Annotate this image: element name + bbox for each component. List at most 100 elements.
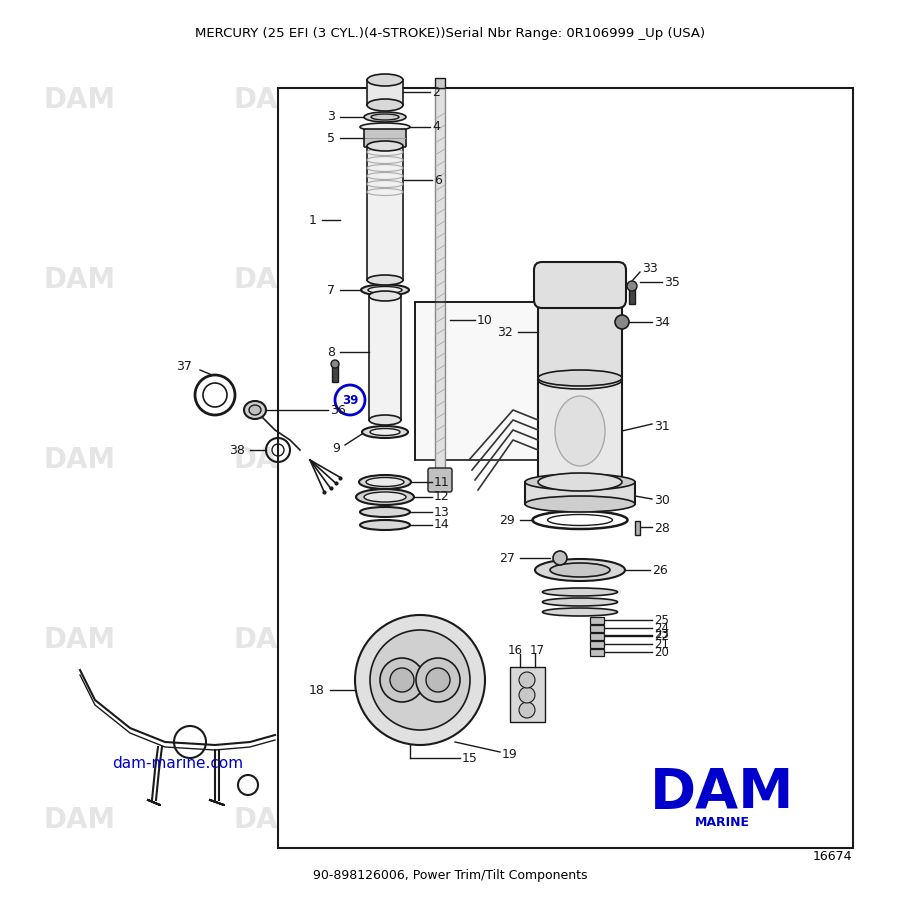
Text: 35: 35: [664, 275, 680, 289]
Bar: [590, 633, 604, 640]
Circle shape: [519, 687, 535, 703]
Text: DAM: DAM: [664, 266, 736, 294]
Ellipse shape: [364, 492, 406, 502]
Circle shape: [331, 360, 339, 368]
Text: 24: 24: [654, 622, 669, 634]
Text: DAM: DAM: [664, 626, 736, 654]
Ellipse shape: [367, 275, 403, 285]
Text: 1: 1: [309, 213, 317, 227]
Text: 26: 26: [652, 563, 668, 577]
Text: 5: 5: [327, 131, 335, 145]
FancyBboxPatch shape: [364, 129, 406, 147]
Text: 20: 20: [654, 645, 669, 659]
Circle shape: [335, 385, 365, 415]
Bar: [590, 625, 604, 632]
Text: DAM: DAM: [444, 86, 516, 114]
Text: DAM: DAM: [234, 446, 306, 474]
Text: DAM: DAM: [650, 766, 794, 820]
Circle shape: [519, 672, 535, 688]
Ellipse shape: [369, 291, 401, 301]
Bar: [590, 641, 604, 648]
Text: 19: 19: [502, 748, 518, 760]
Ellipse shape: [538, 370, 622, 386]
Text: 3: 3: [327, 111, 335, 123]
Text: 32: 32: [497, 326, 513, 338]
Ellipse shape: [370, 428, 400, 436]
Bar: [510, 667, 545, 722]
Text: 7: 7: [327, 284, 335, 296]
Text: 31: 31: [654, 419, 670, 433]
Ellipse shape: [538, 473, 622, 491]
Text: 14: 14: [434, 518, 450, 532]
Bar: [629, 288, 635, 304]
Bar: [435, 78, 445, 88]
Text: 39: 39: [342, 393, 358, 407]
Text: 25: 25: [654, 614, 669, 626]
Bar: [367, 80, 403, 105]
Ellipse shape: [367, 99, 403, 111]
Bar: [369, 296, 401, 420]
Text: 18: 18: [309, 683, 325, 697]
Bar: [435, 88, 445, 470]
FancyBboxPatch shape: [534, 262, 626, 308]
Text: DAM: DAM: [234, 266, 306, 294]
Ellipse shape: [525, 474, 635, 490]
Circle shape: [370, 630, 470, 730]
Ellipse shape: [249, 405, 261, 415]
Circle shape: [416, 658, 460, 702]
Text: 16674: 16674: [813, 850, 852, 862]
Circle shape: [519, 702, 535, 718]
Text: DAM: DAM: [44, 266, 116, 294]
Bar: [332, 364, 338, 382]
Ellipse shape: [362, 426, 408, 438]
Text: 10: 10: [477, 313, 493, 327]
Text: DAM: DAM: [444, 806, 516, 834]
Text: 12: 12: [434, 491, 450, 503]
Ellipse shape: [367, 141, 403, 151]
Ellipse shape: [371, 114, 399, 120]
Polygon shape: [415, 302, 600, 460]
Ellipse shape: [360, 123, 410, 131]
Bar: [635, 521, 640, 535]
Text: 22: 22: [654, 629, 669, 643]
Text: 33: 33: [642, 263, 658, 275]
Text: DAM: DAM: [664, 446, 736, 474]
Text: DAM: DAM: [234, 806, 306, 834]
Text: 29: 29: [500, 514, 515, 526]
Text: 11: 11: [434, 475, 450, 489]
Text: 90-898126006, Power Trim/Tilt Components: 90-898126006, Power Trim/Tilt Components: [313, 868, 587, 881]
Text: MERCURY (25 EFI (3 CYL.)(4-STROKE))Serial Nbr Range: 0R106999 _Up (USA): MERCURY (25 EFI (3 CYL.)(4-STROKE))Seria…: [195, 28, 705, 40]
Text: 38: 38: [230, 444, 245, 456]
Text: 13: 13: [434, 506, 450, 518]
Ellipse shape: [364, 112, 406, 122]
Text: DAM: DAM: [44, 86, 116, 114]
Text: 37: 37: [176, 359, 192, 373]
Circle shape: [355, 615, 485, 745]
Bar: [590, 617, 604, 624]
Ellipse shape: [543, 598, 617, 606]
Text: 6: 6: [434, 174, 442, 186]
Ellipse shape: [525, 496, 635, 512]
Text: 30: 30: [654, 493, 670, 507]
Text: 16: 16: [508, 644, 523, 656]
Ellipse shape: [366, 478, 404, 487]
Text: 17: 17: [530, 644, 545, 656]
Ellipse shape: [543, 608, 617, 616]
Ellipse shape: [360, 520, 410, 530]
Text: 28: 28: [654, 521, 670, 535]
Circle shape: [615, 315, 629, 329]
Circle shape: [553, 551, 567, 565]
Text: 2: 2: [432, 86, 440, 98]
Text: DAM: DAM: [444, 266, 516, 294]
Text: 21: 21: [654, 637, 669, 651]
Text: DAM: DAM: [44, 626, 116, 654]
Bar: [538, 380, 622, 482]
Text: 27: 27: [500, 552, 515, 564]
Ellipse shape: [360, 507, 410, 517]
FancyBboxPatch shape: [428, 468, 452, 492]
Circle shape: [426, 668, 450, 692]
Text: DAM: DAM: [44, 806, 116, 834]
Text: dam-marine.com: dam-marine.com: [112, 755, 243, 770]
Ellipse shape: [367, 74, 403, 86]
Text: 15: 15: [462, 752, 478, 764]
